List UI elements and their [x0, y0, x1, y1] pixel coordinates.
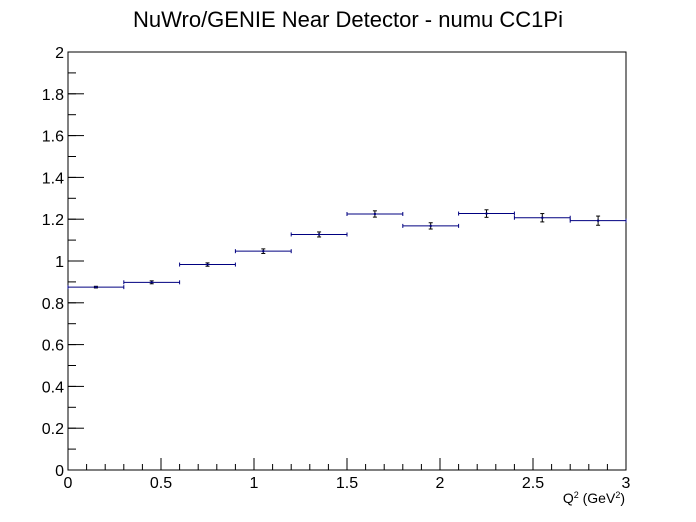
y-tick-label: 0.6	[42, 338, 64, 355]
point-marker	[541, 216, 544, 219]
y-tick-label: 1.2	[42, 212, 64, 229]
x-tick-label: 3	[622, 475, 631, 492]
point-marker	[262, 250, 265, 253]
data-point	[458, 209, 515, 218]
x-tick-label: 1	[250, 475, 259, 492]
data-point	[402, 222, 460, 230]
x-tick-label: 1.5	[336, 475, 358, 492]
y-tick-label: 2	[55, 45, 64, 62]
chart-title: NuWro/GENIE Near Detector - numu CC1Pi	[133, 7, 563, 32]
y-tick-label: 1.6	[42, 129, 64, 146]
point-marker	[318, 233, 321, 236]
x-axis: 0 0.5 1 1.5 2 2.5 3	[64, 458, 631, 492]
y-tick-label: 0.8	[42, 296, 64, 313]
y-tick-label: 1.4	[42, 170, 64, 187]
y-tick-label: 1	[55, 254, 64, 271]
y-axis: 0 0.2 0.4 0.6 0.8 1 1.2 1.4 1.6 1.8 2	[42, 45, 84, 480]
y-tick-label: 0.2	[42, 421, 64, 438]
data-point	[67, 285, 125, 290]
data-point	[569, 215, 627, 226]
data-point	[179, 262, 236, 267]
y-tick-label: 0.4	[42, 379, 64, 396]
point-marker	[429, 224, 432, 227]
data-points	[67, 209, 627, 290]
point-marker	[485, 212, 488, 215]
y-tick-label: 0	[55, 463, 64, 480]
data-point	[234, 248, 292, 254]
data-point	[290, 231, 348, 238]
plot-frame	[67, 51, 627, 471]
point-marker	[206, 263, 209, 266]
x-tick-label: 0.5	[150, 475, 172, 492]
x-tick-label: 2.5	[522, 475, 544, 492]
y-tick-label: 1.8	[42, 87, 64, 104]
x-tick-label: 2	[436, 475, 445, 492]
point-marker	[597, 219, 600, 222]
x-axis-title: Q2 (GeV2)	[563, 490, 625, 506]
data-point	[123, 280, 181, 285]
point-marker	[150, 281, 153, 284]
data-point	[346, 210, 404, 218]
point-marker	[94, 286, 97, 289]
x-tick-label: 0	[64, 475, 73, 492]
data-point	[513, 213, 571, 223]
point-marker	[373, 212, 376, 215]
